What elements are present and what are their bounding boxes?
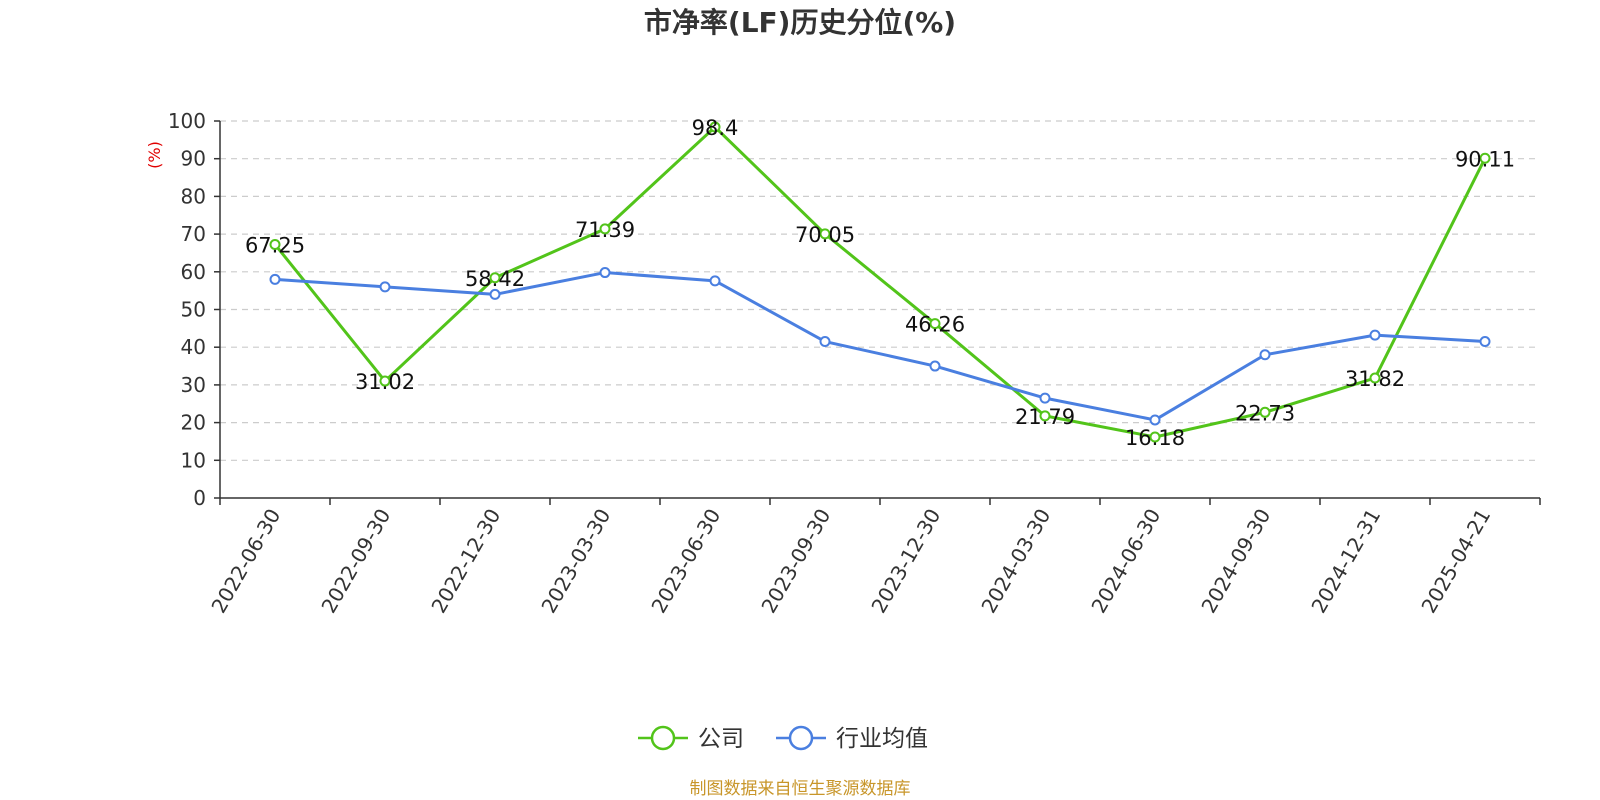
x-tick-label: 2025-04-21 bbox=[1416, 505, 1495, 618]
y-tick-label: 100 bbox=[168, 109, 206, 133]
data-point[interactable] bbox=[1259, 406, 1271, 418]
series-line-0 bbox=[273, 125, 1487, 439]
y-tick-label: 50 bbox=[181, 298, 206, 322]
x-tick-label: 2022-09-30 bbox=[316, 505, 395, 618]
x-tick-label: 2022-12-30 bbox=[426, 505, 505, 618]
y-tick-label: 0 bbox=[193, 486, 206, 510]
data-point[interactable] bbox=[379, 375, 391, 387]
data-point[interactable] bbox=[269, 238, 281, 250]
data-point[interactable] bbox=[1369, 329, 1381, 341]
data-label: 16.18 bbox=[1125, 426, 1185, 450]
data-label: 98.4 bbox=[692, 116, 739, 140]
legend-marker-icon bbox=[788, 725, 814, 751]
data-point[interactable] bbox=[819, 336, 831, 348]
chart-title: 市净率(LF)历史分位(%) bbox=[644, 6, 956, 39]
data-point[interactable] bbox=[1149, 431, 1161, 443]
data-point[interactable] bbox=[489, 288, 501, 300]
legend-label: 行业均值 bbox=[836, 726, 928, 752]
x-tick-label: 2024-03-30 bbox=[976, 505, 1055, 618]
y-axis-unit: (%) bbox=[145, 141, 164, 169]
x-tick-label: 2023-03-30 bbox=[536, 505, 615, 618]
data-point[interactable] bbox=[709, 121, 721, 133]
legend-item-1[interactable]: 行业均值 bbox=[776, 725, 928, 752]
y-tick-label: 20 bbox=[181, 411, 206, 435]
axes: 0 10 20 30 40 50 60 70 80 90 100 2022-06-30 2022-09-… bbox=[168, 109, 1541, 618]
data-point[interactable] bbox=[929, 360, 941, 372]
data-point[interactable] bbox=[599, 223, 611, 235]
y-tick-label: 90 bbox=[181, 147, 206, 171]
legend-marker-icon bbox=[650, 725, 676, 751]
y-tick-label: 30 bbox=[181, 373, 206, 397]
data-label: 90.11 bbox=[1455, 147, 1515, 171]
y-tick-label: 80 bbox=[181, 184, 206, 208]
x-tick-label: 2022-06-30 bbox=[206, 505, 285, 618]
data-label: 71.39 bbox=[575, 218, 635, 242]
y-tick-label: 70 bbox=[181, 222, 206, 246]
data-label: 67.25 bbox=[245, 233, 305, 257]
data-label: 46.26 bbox=[905, 313, 965, 337]
y-tick-label: 10 bbox=[181, 448, 206, 472]
data-point[interactable] bbox=[1369, 372, 1381, 384]
x-tick-label: 2024-06-30 bbox=[1086, 505, 1165, 618]
data-point[interactable] bbox=[489, 272, 501, 284]
series-group bbox=[269, 121, 1491, 443]
x-tick-label: 2023-06-30 bbox=[646, 505, 725, 618]
y-tick-label: 40 bbox=[181, 335, 206, 359]
data-point[interactable] bbox=[599, 267, 611, 279]
data-point[interactable] bbox=[269, 273, 281, 285]
data-point[interactable] bbox=[1479, 152, 1491, 164]
data-point[interactable] bbox=[1039, 410, 1051, 422]
x-tick-label: 2023-12-30 bbox=[866, 505, 945, 618]
data-point[interactable] bbox=[709, 275, 721, 287]
data-point[interactable] bbox=[379, 281, 391, 293]
series-line-1 bbox=[274, 271, 1486, 422]
data-label: 31.82 bbox=[1345, 367, 1405, 391]
legend-item-0[interactable]: 公司 bbox=[638, 725, 744, 752]
legend[interactable]: 公司 行业均值 bbox=[638, 725, 928, 752]
data-point[interactable] bbox=[1259, 349, 1271, 361]
data-label: 70.05 bbox=[795, 223, 855, 247]
data-label: 21.79 bbox=[1015, 405, 1075, 429]
y-tick-label: 60 bbox=[181, 260, 206, 284]
source-note: 制图数据来自恒生聚源数据库 bbox=[690, 779, 911, 799]
data-label: 31.02 bbox=[355, 370, 415, 394]
x-tick-label: 2024-09-30 bbox=[1196, 505, 1275, 618]
data-label: 22.73 bbox=[1235, 401, 1295, 425]
data-point[interactable] bbox=[1039, 392, 1051, 404]
legend-label: 公司 bbox=[698, 726, 744, 752]
x-tick-label: 2023-09-30 bbox=[756, 505, 835, 618]
grid bbox=[220, 120, 1540, 461]
data-label: 58.42 bbox=[465, 267, 525, 291]
data-labels: 67.25 31.02 58.42 71.39 98.4 70.05 46.26 21.79 1… bbox=[245, 116, 1515, 450]
data-point[interactable] bbox=[1479, 336, 1491, 348]
data-point[interactable] bbox=[1149, 414, 1161, 426]
x-tick-label: 2024-12-31 bbox=[1306, 505, 1385, 618]
data-point[interactable] bbox=[819, 228, 831, 240]
data-point[interactable] bbox=[929, 318, 941, 330]
